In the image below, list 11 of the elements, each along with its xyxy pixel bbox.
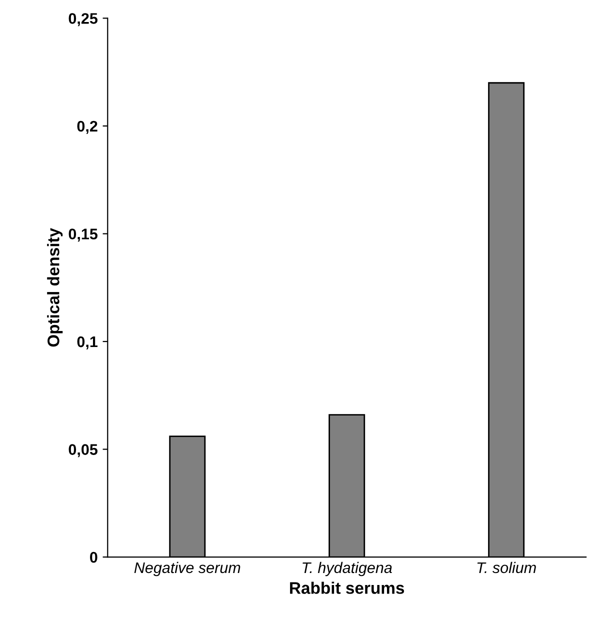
x-tick-label: Negative serum [134, 562, 240, 576]
y-tick-label: 0,05 [68, 444, 98, 458]
x-tick-label: T. hydatigena [302, 562, 392, 576]
y-tick-label: 0 [90, 552, 98, 563]
x-tick-label: T. solium [477, 562, 536, 574]
y-tick-label: 0,1 [77, 336, 98, 350]
x-axis-title: Rabbit serums [290, 582, 404, 594]
y-tick-label: 0,25 [68, 13, 98, 26]
y-tick-label: 0,15 [68, 228, 98, 242]
y-tick-label: 0,2 [77, 120, 98, 134]
y-axis-title: Optical density [47, 228, 63, 347]
